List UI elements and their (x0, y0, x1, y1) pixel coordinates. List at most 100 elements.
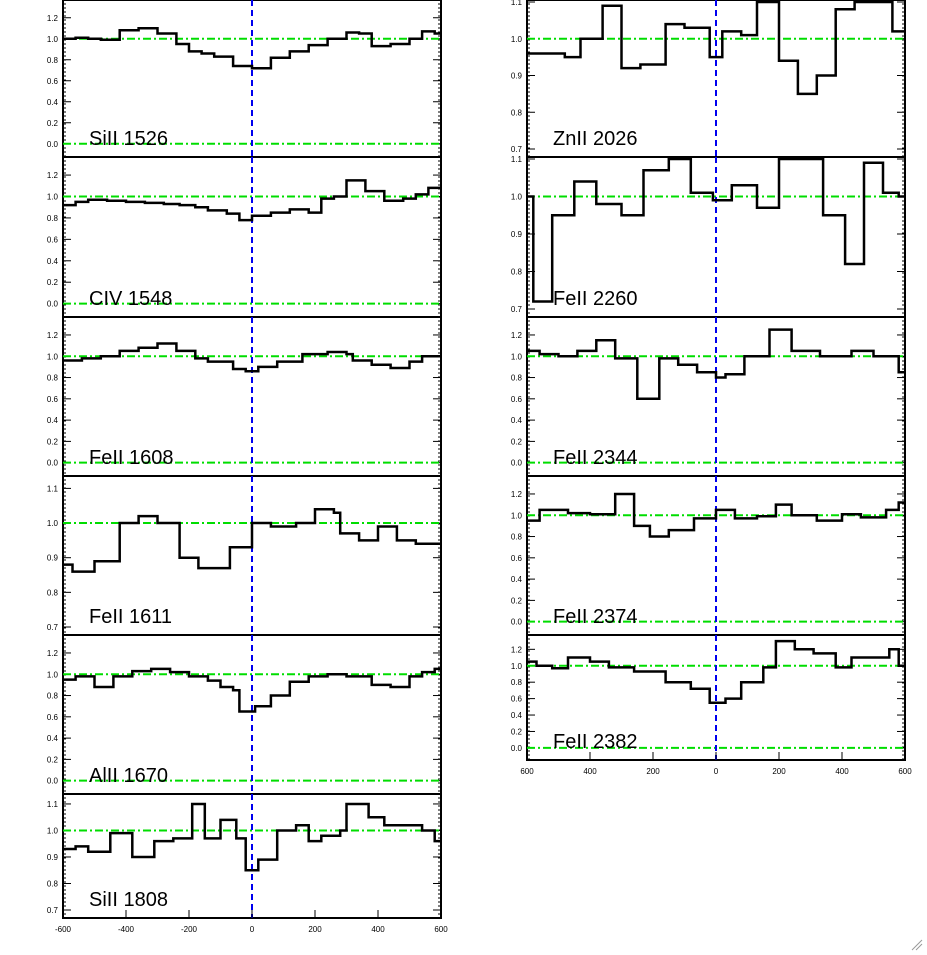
y-tick-label: 0.6 (47, 77, 59, 86)
left-x-tick-label: 0 (250, 925, 255, 934)
panel-label-feii-2382: FeII 2382 (553, 731, 638, 753)
y-tick-label: 1.0 (511, 662, 523, 671)
y-tick-label: 0.4 (47, 416, 59, 425)
y-tick-label: 0.4 (511, 575, 523, 584)
y-tick-label: 0.9 (47, 554, 59, 563)
y-tick-label: 0.0 (47, 300, 59, 309)
right-x-tick-label: 200 (772, 767, 786, 776)
y-tick-label: 0.6 (47, 235, 59, 244)
y-tick-label: 0.6 (47, 395, 59, 404)
y-tick-label: 1.1 (47, 800, 59, 809)
y-tick-label: 1.2 (47, 171, 59, 180)
y-tick-label: 1.0 (47, 519, 59, 528)
y-tick-label: 0.0 (47, 777, 59, 786)
y-tick-label: 1.2 (47, 331, 59, 340)
left-x-tick-label: 600 (434, 925, 448, 934)
y-tick-label: 0.8 (47, 374, 59, 383)
right-x-tick-label: 0 (714, 767, 719, 776)
panel-label-feii-2344: FeII 2344 (553, 447, 638, 469)
y-tick-label: 1.2 (511, 645, 523, 654)
y-tick-label: 0.8 (47, 879, 59, 888)
panel-label-feii-1611: FeII 1611 (89, 606, 172, 628)
spectrum-feii-2344 (527, 328, 905, 401)
spectrum-siii-1526 (63, 27, 441, 70)
spectrum-feii-2260 (527, 157, 905, 303)
y-tick-label: 0.7 (47, 906, 59, 915)
y-tick-label: 0.8 (47, 56, 59, 65)
left-x-tick-label: -600 (55, 925, 72, 934)
y-tick-label: 0.0 (47, 459, 59, 468)
y-tick-label: 0.2 (511, 727, 523, 736)
spectrum-znii-2026 (527, 0, 905, 96)
y-tick-label: 0.2 (47, 755, 59, 764)
y-tick-label: 1.0 (47, 670, 59, 679)
spectrum-feii-2374 (527, 492, 905, 538)
y-tick-label: 1.0 (511, 193, 523, 202)
left-x-tick-label: 200 (308, 925, 322, 934)
left-x-tick-label: -400 (118, 925, 135, 934)
y-tick-label: 0.4 (47, 257, 59, 266)
y-tick-label: 0.8 (511, 678, 523, 687)
y-tick-label: 0.6 (511, 554, 523, 563)
panel-label-feii-2374: FeII 2374 (553, 606, 638, 628)
y-tick-label: 0.0 (511, 744, 523, 753)
y-tick-label: 1.0 (511, 35, 523, 44)
y-tick-label: 0.2 (511, 596, 523, 605)
y-tick-label: 0.9 (511, 230, 523, 239)
spectrum-feii-2382 (527, 639, 905, 704)
y-tick-label: 1.0 (511, 511, 523, 520)
y-tick-label: 0.2 (47, 119, 59, 128)
panel-label-siii-1526: SiII 1526 (89, 128, 168, 150)
left-x-tick-label: 400 (371, 925, 385, 934)
panel-label-feii-2260: FeII 2260 (553, 288, 638, 310)
spectrum-siii-1808 (63, 802, 441, 872)
spectrum-alii-1670 (63, 667, 441, 713)
y-tick-label: 1.1 (47, 484, 59, 493)
right-x-tick-label: 400 (835, 767, 849, 776)
spectrum-feii-1611 (63, 507, 441, 573)
y-tick-label: 0.0 (511, 618, 523, 627)
y-tick-label: 0.8 (47, 214, 59, 223)
panel-label-alii-1670: AlII 1670 (89, 765, 168, 787)
y-tick-label: 1.2 (511, 331, 523, 340)
y-tick-label: 0.2 (47, 437, 59, 446)
y-tick-label: 1.0 (47, 193, 59, 202)
resize-grip-icon[interactable] (911, 939, 923, 951)
y-tick-label: 0.6 (511, 395, 523, 404)
panel-label-feii-1608: FeII 1608 (89, 447, 174, 469)
y-tick-label: 0.7 (511, 145, 523, 154)
y-tick-label: 0.8 (511, 374, 523, 383)
y-tick-label: 0.0 (511, 459, 523, 468)
right-x-tick-label: 200 (646, 767, 660, 776)
panel-label-civ-1548: CIV 1548 (89, 288, 172, 310)
y-tick-label: 0.4 (47, 98, 59, 107)
y-tick-label: 0.6 (511, 695, 523, 704)
y-tick-label: 0.9 (511, 72, 523, 81)
y-tick-label: 0.8 (511, 268, 523, 277)
y-tick-label: 1.0 (47, 352, 59, 361)
y-tick-label: 0.4 (511, 416, 523, 425)
right-x-tick-label: 600 (520, 767, 534, 776)
y-tick-label: 1.1 (511, 155, 523, 164)
y-tick-label: 0.4 (511, 711, 523, 720)
left-x-tick-label: -200 (181, 925, 198, 934)
y-tick-label: 0.2 (511, 437, 523, 446)
y-tick-label: 1.0 (47, 826, 59, 835)
y-tick-label: 0.9 (47, 853, 59, 862)
panel-label-siii-1808: SiII 1808 (89, 889, 168, 911)
spectrum-civ-1548 (63, 179, 441, 222)
y-tick-label: 0.6 (47, 713, 59, 722)
y-tick-label: 1.2 (511, 490, 523, 499)
right-x-tick-label: 600 (898, 767, 912, 776)
y-tick-label: 0.8 (511, 108, 523, 117)
y-tick-label: 1.2 (47, 14, 59, 23)
y-tick-label: 1.2 (47, 649, 59, 658)
right-x-tick-label: 400 (583, 767, 597, 776)
y-tick-label: 1.0 (511, 352, 523, 361)
y-tick-label: 0.8 (511, 533, 523, 542)
y-tick-label: 0.4 (47, 734, 59, 743)
y-tick-label: 0.7 (47, 623, 59, 632)
panel-label-znii-2026: ZnII 2026 (553, 128, 638, 150)
y-tick-label: 0.0 (47, 140, 59, 149)
